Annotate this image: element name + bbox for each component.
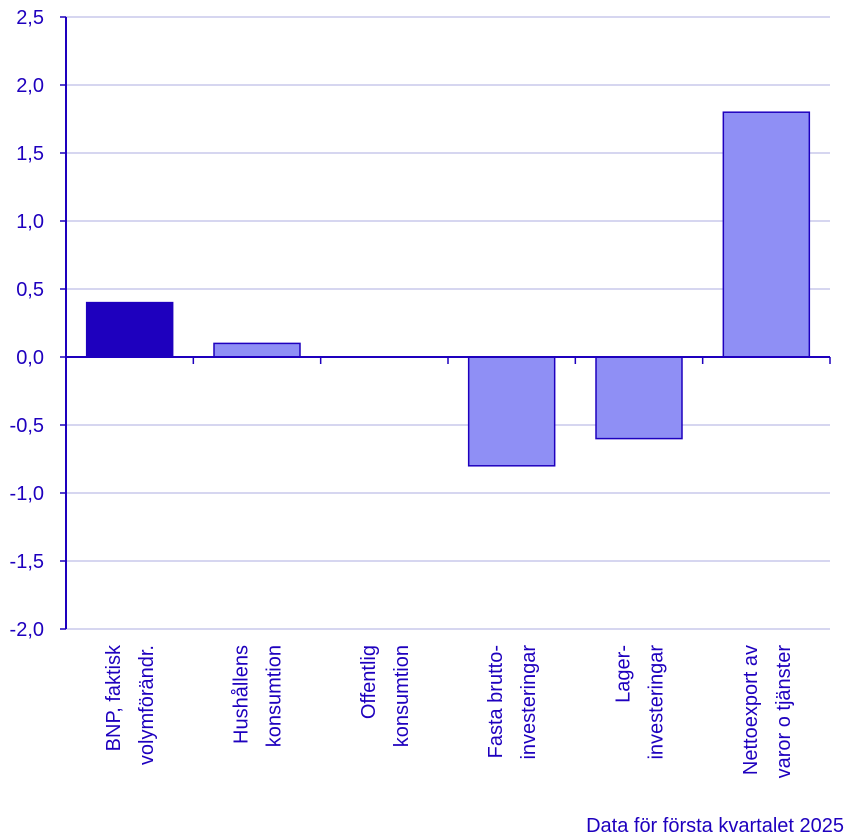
y-tick-label: -1,5 — [10, 551, 44, 573]
category-label-line: BNP, faktisk — [103, 644, 125, 751]
bar — [85, 301, 174, 358]
bars — [85, 111, 811, 467]
category-label: Hushållens konsumtion — [231, 645, 286, 747]
y-tick-label: -0,5 — [10, 415, 44, 437]
y-tick-label: 1,5 — [16, 143, 44, 165]
bar-chart: -2,0 -1,5 -1,0 -0,5 0,0 0,5 1,0 1,5 2,0 2,5 BNP, … — [10, 7, 831, 778]
category-label-line: Nettoexport av — [740, 645, 762, 775]
category-label-line: konsumtion — [391, 645, 413, 747]
category-label-line: Hushållens — [231, 645, 253, 744]
category-label-line: Offentlig — [358, 645, 380, 719]
category-label: Lager-investeringar — [613, 645, 668, 760]
gridlines — [66, 16, 830, 630]
category-label-line: varor o tjänster — [773, 645, 795, 779]
source-note: Data för första kvartalet 2025 — [586, 815, 844, 837]
category-label: Offentlig konsumtion — [358, 645, 413, 747]
x-axis — [66, 356, 831, 364]
y-tick-label: 0,0 — [16, 347, 44, 369]
category-label-line: volymförändr. — [136, 645, 158, 765]
bar — [595, 356, 683, 440]
category-label: Fasta brutto-investeringar — [485, 645, 540, 760]
y-tick-label: 0,5 — [16, 279, 44, 301]
category-label-line: Lager- — [613, 645, 635, 703]
category-label-line: investeringar — [518, 645, 540, 760]
y-tick-label: 2,5 — [16, 7, 44, 29]
category-label: Nettoexport av varor o tjänster — [740, 645, 795, 779]
bar — [467, 356, 556, 467]
bar — [722, 111, 811, 358]
y-tick-label: -1,0 — [10, 483, 44, 505]
category-label-line: Fasta brutto- — [485, 645, 507, 758]
y-tick-label: -2,0 — [10, 619, 44, 641]
bar — [213, 342, 301, 358]
category-label: BNP, faktisk volymförändr. — [103, 644, 158, 765]
category-label-line: konsumtion — [264, 645, 286, 747]
category-label-line: investeringar — [646, 645, 668, 760]
category-labels: BNP, faktisk volymförändr. Hushållens konsu… — [103, 644, 795, 778]
y-axis: -2,0 -1,5 -1,0 -0,5 0,0 0,5 1,0 1,5 2,0 2,5 — [10, 7, 67, 641]
y-tick-label: 2,0 — [16, 75, 44, 97]
y-tick-label: 1,0 — [16, 211, 44, 233]
